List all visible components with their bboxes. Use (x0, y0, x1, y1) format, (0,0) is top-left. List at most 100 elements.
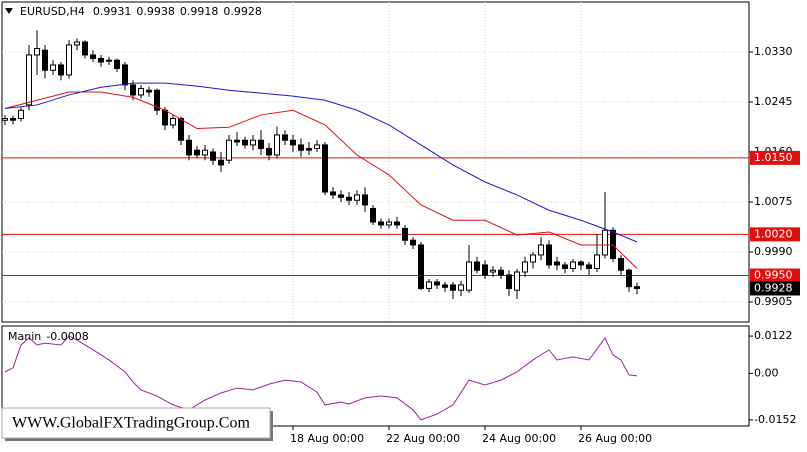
candle-body (578, 261, 584, 266)
candle-body (178, 117, 184, 141)
candle-body (386, 221, 392, 226)
candle-body (250, 139, 256, 146)
candle-body (2, 117, 8, 121)
candle-body (346, 196, 352, 201)
x-tick-label: 22 Aug 00:00 (386, 432, 460, 445)
y-tick-label: 0.0122 (754, 329, 793, 342)
open: 0.9931 (93, 5, 132, 18)
candle-body (538, 244, 544, 256)
candle-body (370, 207, 376, 223)
level-label-bg (750, 268, 800, 283)
header-icon (5, 8, 13, 14)
candle-body (354, 194, 360, 201)
candle-body (106, 59, 112, 62)
candle-body (146, 89, 152, 93)
candle-body (258, 139, 264, 149)
candle-body (610, 229, 616, 259)
candle-body (234, 139, 240, 143)
candle-body (498, 269, 504, 276)
indicator-frame (1, 325, 750, 427)
candle-body (626, 269, 632, 288)
candle-body (186, 139, 192, 156)
price-label: 0.9928 (754, 281, 793, 294)
y-tick-label: 1.0245 (754, 95, 793, 108)
high: 0.9938 (136, 5, 175, 18)
candle-body (18, 109, 24, 119)
candle-body (506, 274, 512, 289)
candle-body (202, 149, 208, 156)
candle-body (322, 144, 328, 193)
candle-body (314, 144, 320, 149)
candle-body (274, 134, 280, 156)
candle-body (562, 264, 568, 269)
candle-body (226, 139, 232, 161)
candle-body (74, 41, 80, 46)
candle-body (338, 194, 344, 198)
y-tick-label: 0.9990 (754, 245, 793, 258)
candle-body (634, 286, 640, 289)
x-tick-label: 18 Aug 00:00 (290, 432, 364, 445)
main-frame (1, 1, 750, 323)
candle-body (362, 194, 368, 206)
close: 0.9928 (223, 5, 262, 18)
candle-body (122, 64, 128, 86)
moving-average (4, 91, 638, 269)
candle-body (330, 191, 336, 196)
y-tick-label: 0.9905 (754, 295, 793, 308)
candle-body (378, 221, 384, 226)
x-tick-label: 26 Aug 00:00 (578, 432, 652, 445)
candle-body (522, 261, 528, 273)
candle-body (82, 41, 88, 56)
candle-body (306, 147, 312, 151)
candle-body (282, 134, 288, 141)
price-label-bg (750, 281, 800, 296)
candle-body (418, 244, 424, 289)
y-tick-label: -0.0152 (754, 413, 796, 426)
indicator-line (4, 335, 638, 421)
candle-body (218, 159, 224, 166)
candle-body (594, 254, 600, 269)
candle-body (170, 117, 176, 126)
candle-body (530, 254, 536, 263)
candle-body (474, 261, 480, 271)
candle-body (42, 49, 48, 71)
candle-body (426, 281, 432, 289)
candle-body (130, 84, 136, 96)
level-label-bg (750, 227, 800, 242)
indicator-name: Manin (8, 330, 41, 343)
candle-body (114, 59, 120, 69)
candle-body (514, 271, 520, 291)
candle-body (298, 144, 304, 151)
candle-body (154, 89, 160, 111)
watermark: WWW.GlobalFXTradingGroup.Com (12, 415, 250, 432)
candle-body (210, 151, 216, 161)
candle-body (450, 284, 456, 291)
x-tick-label: 24 Aug 00:00 (482, 432, 556, 445)
indicator-value: -0.0008 (46, 330, 88, 343)
candle-body (138, 87, 144, 96)
candle-body (194, 149, 200, 156)
indicator-label: Manin -0.0008 (8, 330, 89, 343)
candle-body (602, 229, 608, 256)
level-label: 1.0150 (754, 151, 793, 164)
y-tick-label: 1.0075 (754, 195, 793, 208)
candle-body (50, 64, 56, 71)
candle-body (26, 54, 32, 106)
candle-body (98, 57, 104, 63)
candle-body (266, 147, 272, 156)
candle-body (402, 227, 408, 241)
candle-body (618, 257, 624, 271)
y-tick-label: 1.0330 (754, 45, 793, 58)
candle-body (394, 221, 400, 226)
y-tick-label: 0.00 (754, 366, 779, 379)
candle-body (586, 264, 592, 269)
candle-body (442, 284, 448, 288)
candle-body (66, 44, 72, 76)
level-label-bg (750, 150, 800, 165)
candle-body (10, 117, 16, 121)
candle-body (58, 64, 64, 76)
candle-body (90, 54, 96, 59)
